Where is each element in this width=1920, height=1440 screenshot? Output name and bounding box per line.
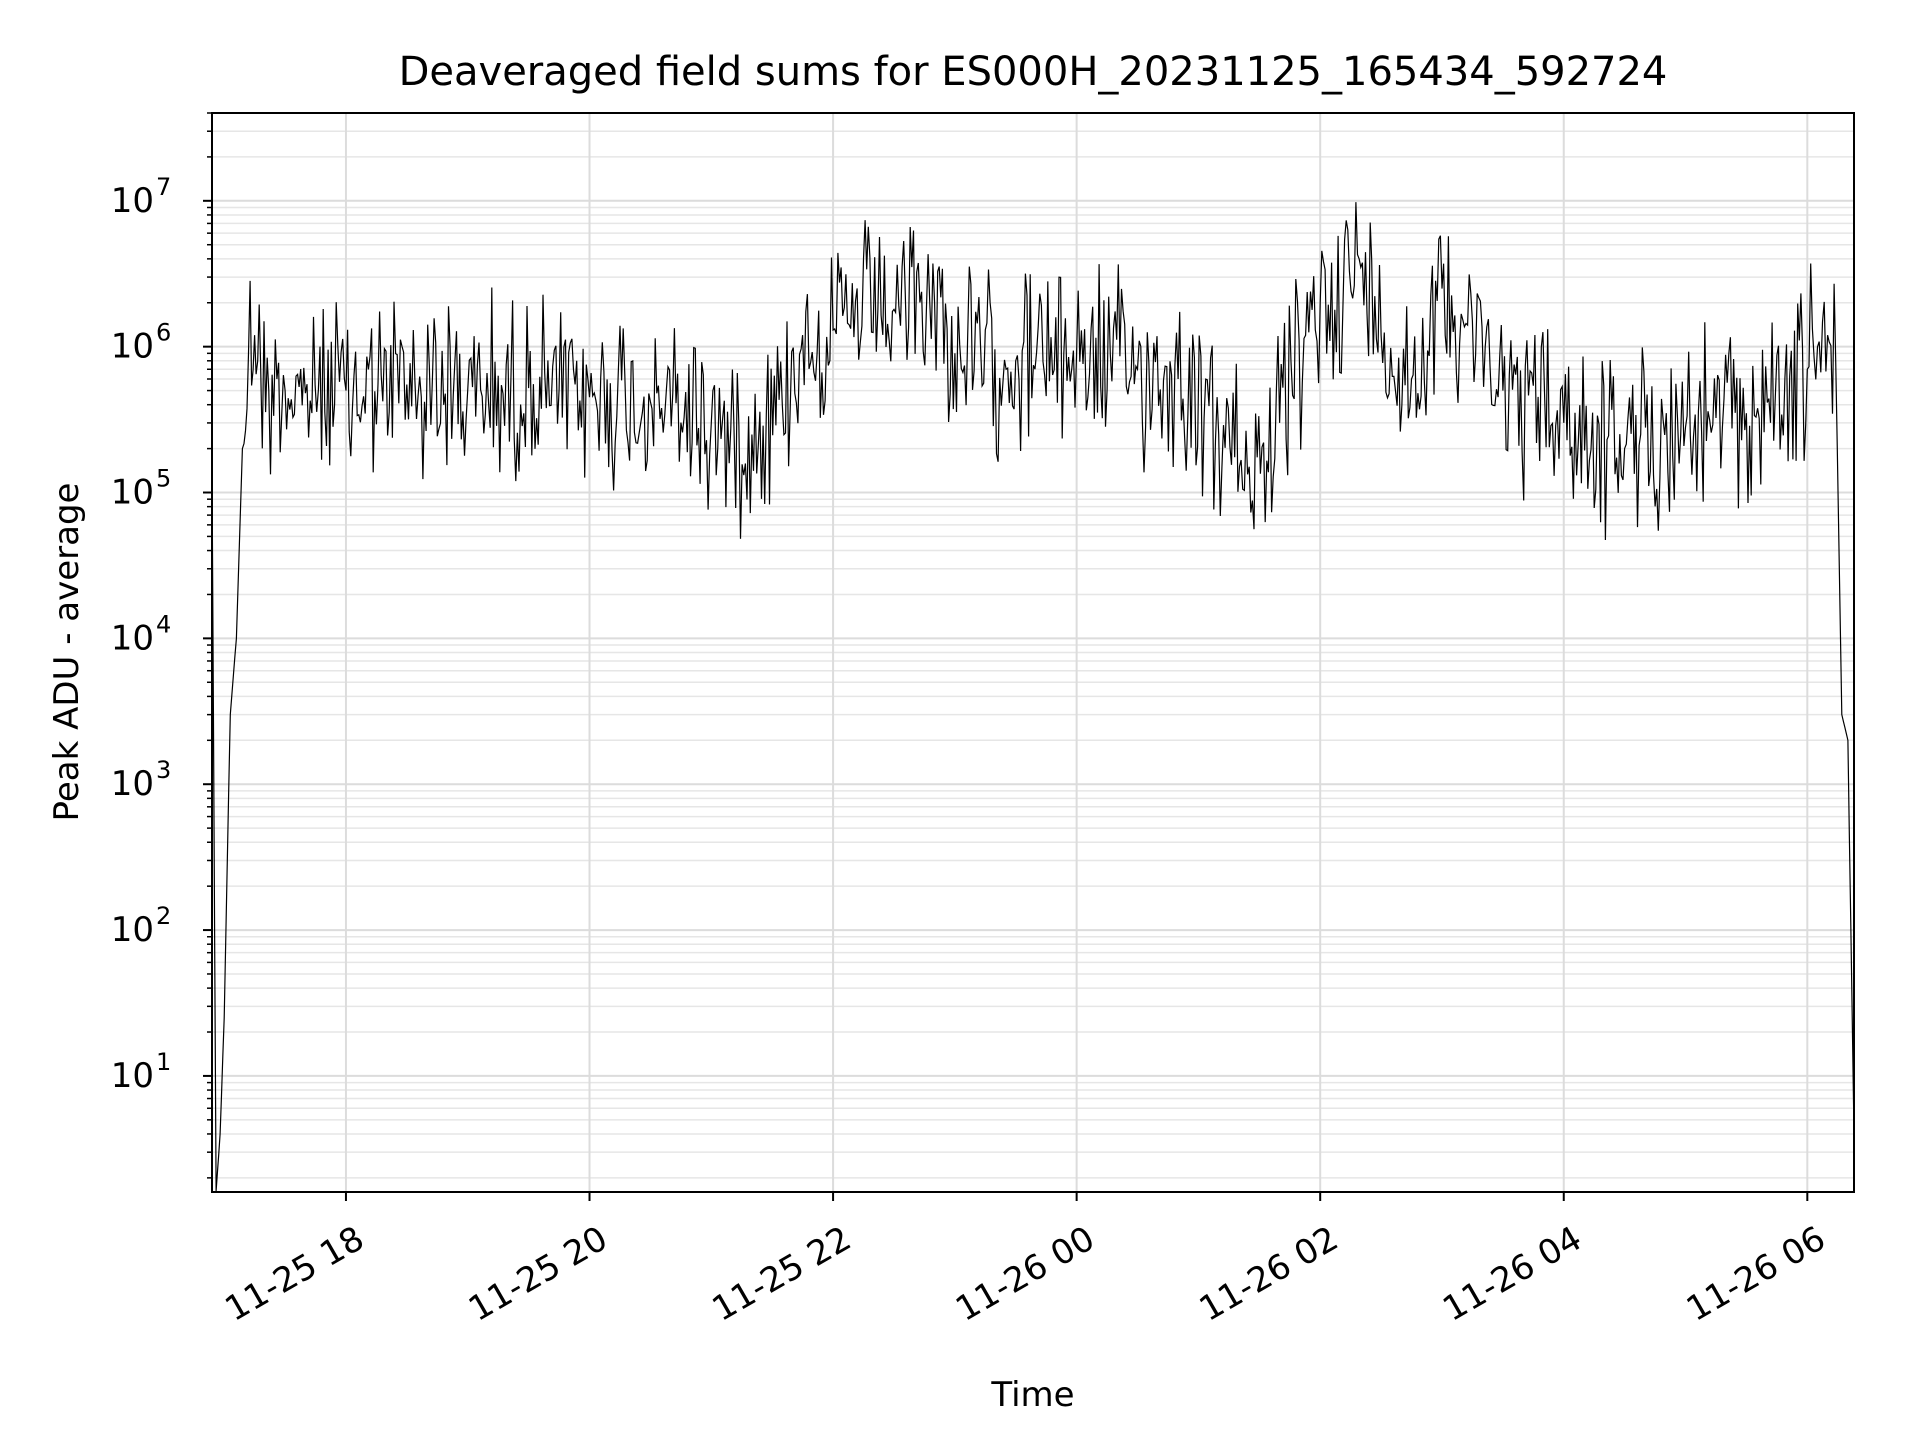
x-axis-label: Time	[990, 1375, 1074, 1415]
y-tick-label: 10	[111, 764, 154, 804]
y-tick-label: 10	[111, 473, 154, 513]
y-tick-exponent: 1	[156, 1048, 171, 1076]
y-tick-label: 10	[111, 618, 154, 658]
y-tick-label: 10	[111, 1056, 154, 1096]
y-tick-label: 10	[111, 327, 154, 367]
plot-frame	[211, 112, 1855, 1193]
y-tick-exponent: 7	[156, 173, 171, 201]
y-tick-label: 10	[111, 181, 154, 221]
y-tick-exponent: 2	[156, 902, 171, 930]
y-tick-exponent: 6	[156, 319, 171, 347]
plot-area	[211, 202, 1855, 1192]
series-line	[211, 202, 1855, 1192]
chart-title: Deaveraged field sums for ES000H_2023112…	[399, 49, 1668, 95]
y-tick-label: 10	[111, 910, 154, 950]
y-axis-label: Peak ADU - average	[47, 483, 87, 822]
y-tick-exponent: 4	[156, 610, 171, 638]
y-tick-exponent: 3	[156, 756, 171, 784]
y-tick-exponent: 5	[156, 465, 171, 493]
grid-lines	[212, 112, 1854, 1192]
